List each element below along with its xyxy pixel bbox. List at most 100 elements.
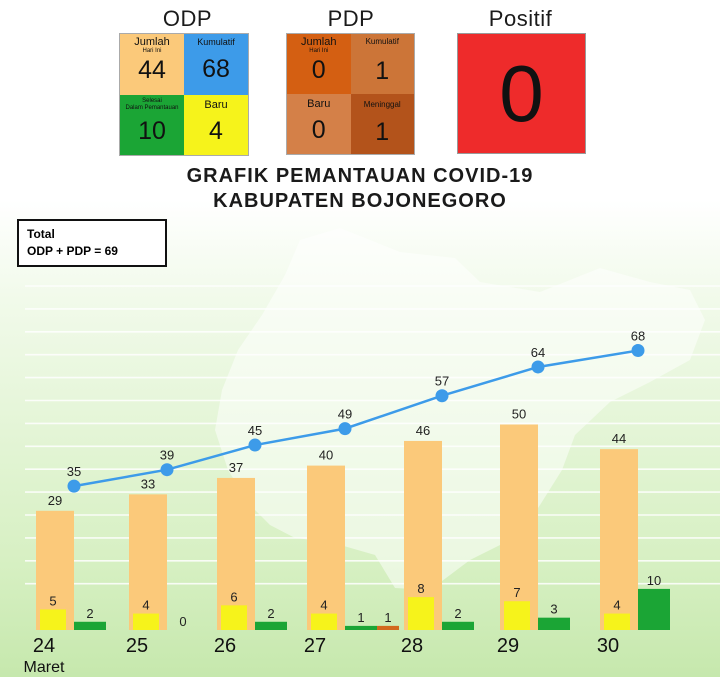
label-jumlah: 37 [229, 460, 243, 475]
bar-baru [311, 613, 337, 630]
odp-jumlah-label: Jumlah [134, 36, 170, 48]
odp-kumulatif-value: 68 [202, 55, 230, 83]
odp-baru-cell: Baru 4 [184, 94, 248, 155]
point-kumulatif [338, 422, 352, 436]
x-tick-label: 29 [497, 635, 519, 657]
bar-jumlah [129, 494, 167, 630]
point-kumulatif [160, 463, 174, 477]
total-box: Total ODP + PDP = 69 [17, 219, 167, 267]
label-selesai: 3 [550, 602, 557, 617]
label-baru: 7 [513, 585, 520, 600]
label-baru: 4 [613, 598, 620, 613]
odp-kumulatif-label: Kumulatif [197, 37, 235, 47]
positif-box: 0 [457, 33, 586, 154]
pdp-jumlah-cell: Jumlah Hari Ini 0 [287, 34, 351, 94]
label-baru: 6 [230, 589, 237, 604]
label-baru: 5 [49, 593, 56, 608]
bar-jumlah [500, 424, 538, 630]
total-label: Total [27, 227, 55, 241]
bar-jumlah [307, 465, 345, 630]
label-selesai: 0 [179, 614, 186, 629]
odp-selesai-value: 10 [138, 116, 166, 145]
label-jumlah: 44 [612, 431, 626, 446]
bar-selesai [255, 621, 287, 630]
bar-baru [221, 605, 247, 630]
label-selesai: 10 [647, 573, 661, 588]
odp-selesai-label: Selesai [142, 97, 162, 104]
x-tick-label: 30 [597, 635, 619, 657]
point-kumulatif [531, 360, 545, 374]
odp-title: ODP [162, 6, 213, 31]
label-selesai: 2 [86, 606, 93, 621]
label-jumlah: 50 [512, 407, 526, 422]
label-kumulatif: 57 [435, 374, 449, 389]
label-baru: 4 [142, 598, 149, 613]
label-kumulatif: 45 [248, 423, 262, 438]
point-kumulatif [248, 438, 262, 452]
label-jumlah: 33 [141, 476, 155, 491]
positif-value: 0 [499, 48, 544, 138]
bar-pdp [377, 625, 399, 630]
bar-baru [504, 601, 530, 630]
label-pdp: 1 [384, 610, 391, 625]
label-kumulatif: 68 [631, 329, 645, 344]
x-tick-label: 25 [126, 635, 148, 657]
label-kumulatif: 35 [67, 464, 81, 479]
label-kumulatif: 49 [338, 407, 352, 422]
bar-selesai [638, 588, 670, 630]
point-kumulatif [435, 389, 449, 403]
bar-jumlah [217, 477, 255, 630]
bar-selesai [345, 625, 377, 630]
x-tick-label: 24 [33, 635, 55, 657]
pdp-meninggal-value: 1 [375, 118, 390, 146]
bar-baru [604, 613, 630, 630]
odp-kumulatif-cell: Kumulatif 68 [184, 34, 248, 95]
total-formula: ODP + PDP = 69 [27, 244, 118, 258]
chart-heading-line2: KABUPATEN BOJONEGORO [213, 190, 507, 212]
label-jumlah: 29 [48, 493, 62, 508]
bar-selesai [442, 621, 474, 630]
pdp-jumlah-label: Jumlah [301, 36, 337, 48]
pdp-kumulatif-cell: Kumulatif 1 [350, 34, 414, 94]
pdp-meninggal-cell: Meninggal 1 [350, 94, 414, 154]
odp-selesai-sub: Dalam Pemantauan [125, 104, 179, 111]
bar-selesai [538, 617, 570, 630]
line-kumulatif [73, 349, 639, 488]
point-kumulatif [67, 479, 81, 493]
odp-jumlah-sub: Hari Ini [142, 48, 162, 54]
label-baru: 8 [417, 581, 424, 596]
x-tick-label: 28 [401, 635, 423, 657]
pdp-jumlah-value: 0 [311, 56, 326, 84]
chart-heading-line1: GRAFIK PEMANTAUAN COVID-19 [186, 165, 534, 187]
label-selesai: 2 [454, 606, 461, 621]
bar-baru [133, 613, 159, 630]
bar-baru [40, 609, 66, 630]
label-jumlah: 46 [416, 423, 430, 438]
pdp-baru-cell: Baru 0 [287, 94, 351, 154]
odp-jumlah-value: 44 [138, 56, 166, 84]
x-tick-sublabel: Maret [24, 659, 65, 676]
label-baru: 4 [320, 598, 327, 613]
odp-baru-value: 4 [209, 116, 223, 145]
odp-selesai-cell: Selesai Dalam Pemantauan 10 [120, 94, 184, 155]
label-selesai: 1 [357, 610, 364, 625]
label-kumulatif: 39 [160, 448, 174, 463]
bar-jumlah [600, 449, 638, 630]
odp-panel: Jumlah Hari Ini 44 Kumulatif 68 Selesai … [119, 33, 249, 156]
label-selesai: 2 [267, 606, 274, 621]
pdp-kumulatif-value: 1 [375, 57, 390, 85]
x-tick-label: 27 [304, 635, 326, 657]
pdp-kumulatif-label: Kumulatif [365, 37, 399, 46]
pdp-meninggal-label: Meninggal [363, 100, 401, 109]
odp-baru-label: Baru [204, 98, 228, 111]
odp-jumlah-cell: Jumlah Hari Ini 44 [120, 34, 184, 95]
positif-title: Positif [488, 6, 553, 31]
x-tick-label: 26 [214, 635, 236, 657]
bar-selesai [74, 621, 106, 630]
label-jumlah: 40 [319, 448, 333, 463]
pdp-baru-label: Baru [307, 98, 331, 110]
pdp-title: PDP [327, 6, 375, 31]
pdp-panel: Jumlah Hari Ini 0 Kumulatif 1 Baru 0 Men… [286, 33, 415, 155]
